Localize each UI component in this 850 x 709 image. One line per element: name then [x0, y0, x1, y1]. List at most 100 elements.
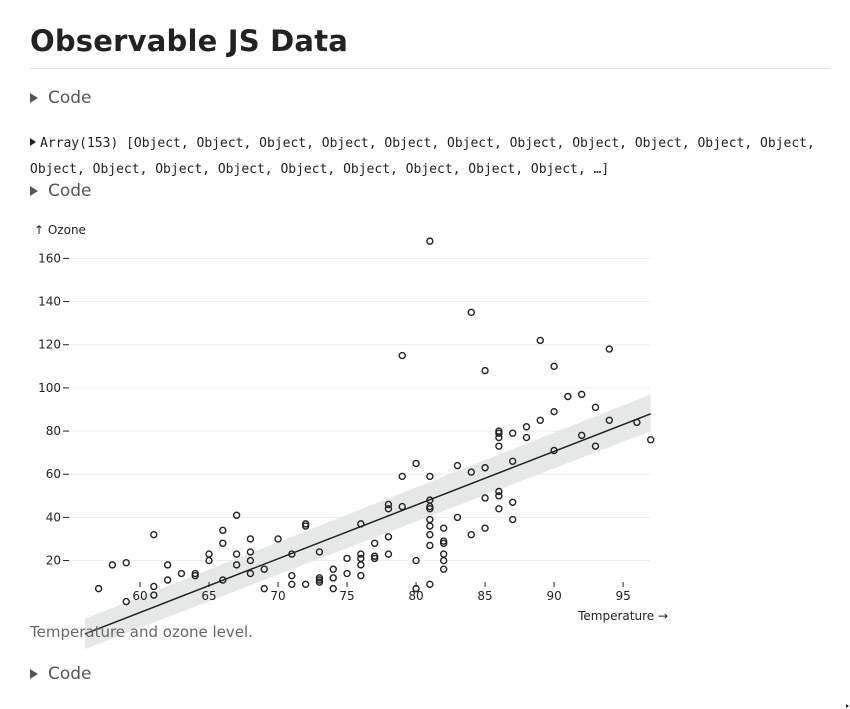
data-point — [177, 569, 186, 578]
data-point — [453, 513, 462, 522]
data-point — [343, 554, 351, 563]
regression-line — [84, 413, 651, 635]
data-point — [577, 390, 586, 399]
data-point — [495, 427, 503, 435]
data-point — [357, 561, 365, 569]
array-inspector[interactable]: Array(153) [Object, Object, Object, Obje… — [30, 131, 820, 183]
y-tick-label: 140 — [38, 295, 61, 309]
data-point — [150, 530, 158, 539]
data-point — [205, 550, 213, 558]
data-point — [481, 524, 489, 532]
data-point — [605, 416, 613, 424]
y-tick-label: 40 — [46, 510, 61, 524]
data-point — [329, 584, 337, 593]
data-point — [426, 515, 434, 524]
x-tick-label: 90 — [546, 589, 561, 603]
y-tick-label: 160 — [38, 251, 61, 265]
data-point — [508, 515, 517, 524]
data-point — [150, 582, 158, 591]
confidence-band — [84, 394, 651, 650]
x-tick-label: 65 — [201, 589, 216, 603]
array-preview-text: Array(153) [Object, Object, Object, Obje… — [30, 136, 815, 177]
x-axis: 60 65 70 75 80 85 90 95 — [132, 582, 631, 603]
data-point — [274, 535, 282, 543]
data-point — [260, 565, 268, 573]
x-tick-label: 70 — [270, 589, 285, 603]
data-point — [495, 442, 503, 450]
data-point — [232, 561, 241, 569]
data-point — [412, 556, 420, 565]
data-point — [522, 423, 531, 431]
data-point — [426, 522, 434, 530]
data-point — [246, 548, 255, 556]
data-point — [191, 569, 199, 578]
corner-caret-icon — [846, 704, 849, 708]
data-point — [163, 576, 172, 584]
data-point — [426, 541, 434, 550]
expand-array-icon[interactable] — [30, 138, 36, 146]
y-tick-label: 100 — [38, 381, 61, 395]
data-point — [439, 550, 448, 558]
y-axis-label: ↑ Ozone — [34, 223, 86, 237]
data-point — [426, 580, 434, 589]
disclosure-triangle-icon — [30, 669, 38, 679]
data-point — [246, 569, 255, 578]
data-point — [467, 308, 475, 317]
data-point — [329, 574, 337, 582]
data-point — [508, 429, 517, 437]
data-point — [301, 520, 310, 528]
data-point — [591, 442, 600, 450]
data-point — [260, 584, 268, 593]
x-tick-label: 95 — [615, 589, 630, 603]
data-point — [495, 505, 503, 513]
data-point — [384, 550, 393, 558]
data-point — [246, 556, 255, 565]
code-toggle-1[interactable]: Code — [30, 88, 92, 108]
data-point — [398, 472, 406, 481]
data-point — [426, 530, 434, 539]
data-point — [536, 336, 544, 345]
data-point — [605, 345, 613, 353]
disclosure-triangle-icon — [30, 186, 38, 196]
data-point — [495, 487, 503, 496]
data-point — [453, 461, 462, 470]
data-point — [315, 548, 324, 556]
data-point — [591, 403, 600, 412]
data-point — [357, 550, 365, 558]
page-title: Observable JS Data — [30, 24, 349, 58]
data-point — [343, 569, 351, 578]
data-point — [150, 591, 158, 599]
code-toggle-2[interactable]: Code — [30, 181, 92, 201]
data-point — [426, 237, 434, 245]
data-point — [550, 362, 558, 371]
data-point — [481, 494, 489, 502]
code-toggle-label: Code — [48, 664, 92, 684]
y-axis: 20 40 60 80 100 120 140 160 — [38, 251, 69, 568]
y-tick-label: 60 — [46, 467, 61, 481]
data-point — [536, 416, 544, 424]
data-point — [219, 539, 227, 547]
data-point — [439, 537, 448, 545]
data-point — [370, 539, 379, 547]
data-point — [398, 502, 406, 511]
data-point — [301, 580, 310, 589]
x-tick-label: 75 — [339, 589, 354, 603]
data-point — [384, 533, 393, 541]
y-tick-label: 80 — [46, 424, 61, 438]
data-point — [219, 526, 227, 535]
data-point — [398, 351, 406, 360]
data-point — [122, 597, 130, 606]
data-point — [481, 464, 489, 472]
data-point — [288, 580, 296, 589]
y-tick-label: 120 — [38, 338, 61, 352]
data-point — [577, 431, 586, 440]
data-point — [370, 552, 379, 560]
data-point — [508, 457, 517, 465]
data-point — [232, 511, 241, 519]
data-point — [412, 459, 420, 468]
data-point — [439, 524, 448, 532]
code-toggle-3[interactable]: Code — [30, 664, 92, 684]
data-point — [481, 366, 489, 375]
data-point — [495, 492, 503, 500]
